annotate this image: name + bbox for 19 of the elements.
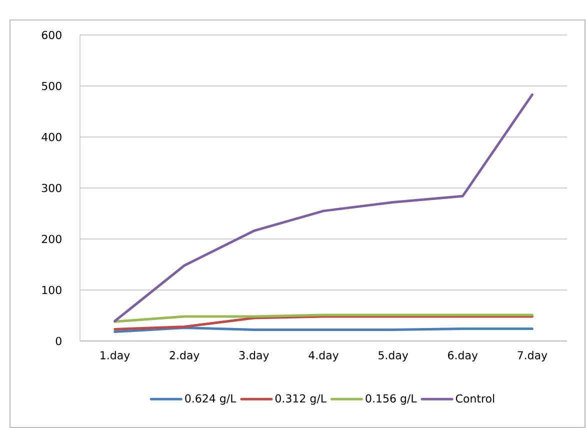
line-series <box>114 93 534 322</box>
x-tick-label: 2.day <box>170 350 200 362</box>
y-tick-label: 100 <box>42 286 62 294</box>
x-tick-label: 5.day <box>378 350 408 362</box>
y-tick-label: 500 <box>42 82 62 90</box>
x-tick-label: 6.day <box>448 350 478 362</box>
y-tick-label: 0 <box>56 336 62 346</box>
x-tick-label: 3.day <box>239 350 269 362</box>
y-tick-label: 200 <box>42 234 62 244</box>
x-tick-label: 4.day <box>308 350 339 362</box>
y-tick-label: 300 <box>42 184 62 192</box>
y-tick-label: 600 <box>42 30 62 40</box>
y-tick-label: 400 <box>42 132 62 142</box>
legend-label: 0.624 g/L <box>185 394 236 405</box>
legend-label: 0.156 g/L <box>366 394 417 405</box>
x-tick-label: 1.day <box>100 350 130 362</box>
legend-label: Control <box>456 394 494 403</box>
legend-label: 0.312 g/L <box>275 394 326 405</box>
x-tick-label: 7.day <box>518 350 548 362</box>
